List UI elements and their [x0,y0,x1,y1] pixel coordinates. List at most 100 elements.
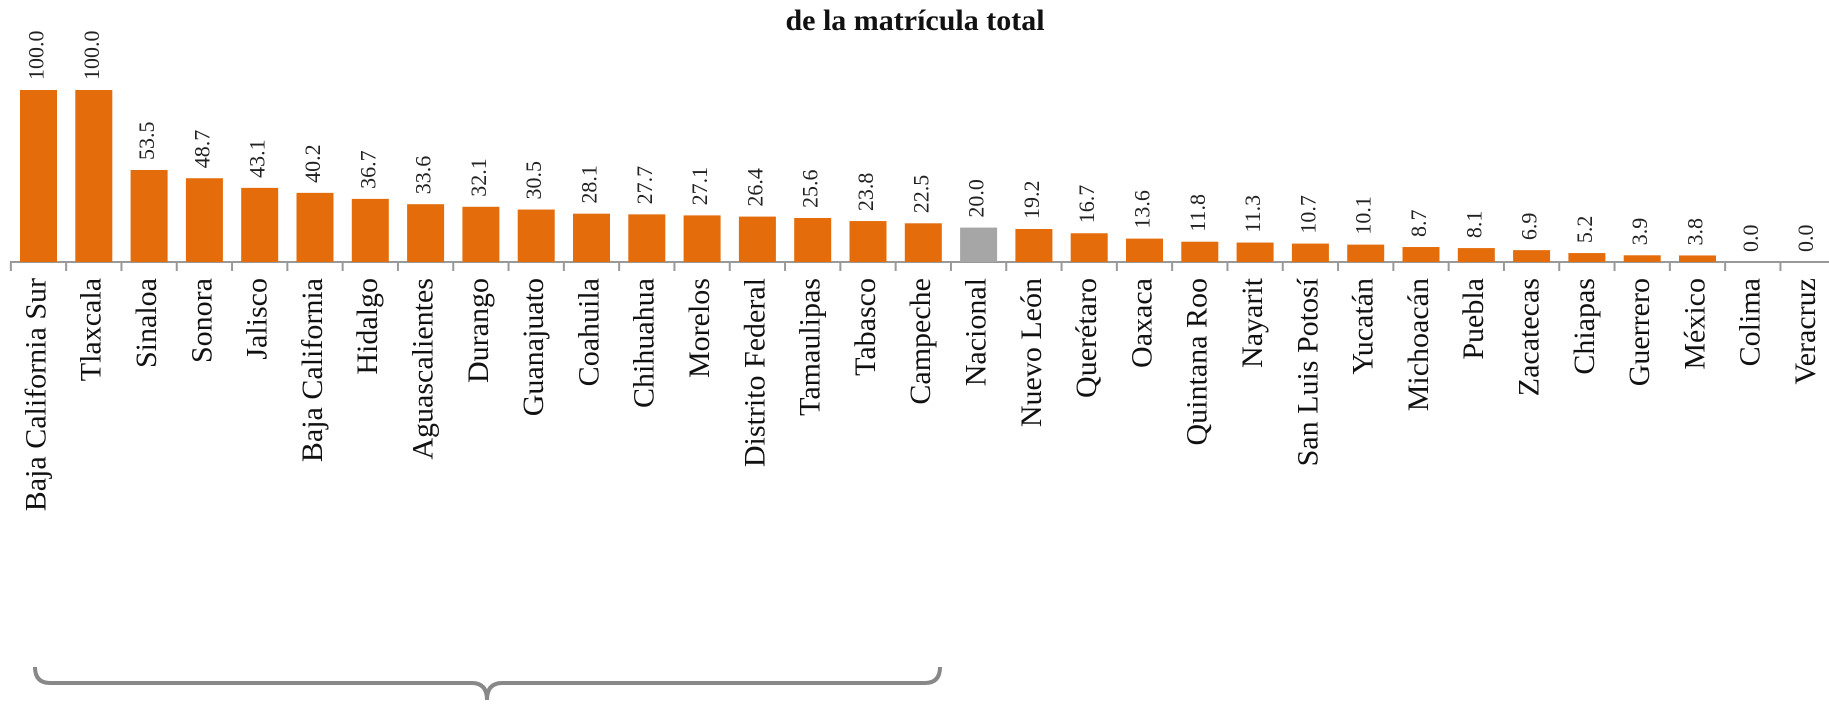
value-label: 40.2 [300,144,325,183]
bar [683,215,721,262]
bar [1015,228,1053,262]
value-label: 0.0 [1793,225,1818,253]
x-tick-label: Nayarit [1236,277,1269,368]
value-label: 48.7 [189,130,214,169]
value-label: 25.6 [798,169,823,208]
x-tick-label: Guanajuato [517,278,550,416]
x-tick-label: Tabasco [849,278,882,376]
bar [794,217,832,262]
x-tick-label: México [1678,278,1711,370]
bar [960,227,998,262]
x-tick-label: Baja California [296,278,329,462]
x-tick-label: Coahuila [572,278,605,386]
x-tick-label: Veracruz [1789,278,1822,385]
bar [1402,247,1440,262]
value-label: 10.7 [1295,195,1320,234]
bar [351,198,389,262]
value-label: 33.6 [411,156,436,195]
bar [849,221,887,262]
x-tick-label: Nuevo León [1015,278,1048,427]
x-tick-label: Distrito Federal [738,278,771,467]
value-label: 3.9 [1627,218,1652,246]
value-label: 43.1 [245,139,270,178]
value-label: 23.8 [853,173,878,212]
x-tick-label: Nacional [959,278,992,386]
value-label: 6.9 [1517,213,1542,241]
bar [1347,244,1385,262]
x-tick-label: Colima [1734,278,1767,366]
value-label: 19.2 [1019,180,1044,219]
x-tick-label: Jalisco [241,278,274,360]
value-label: 16.7 [1074,185,1099,224]
bar [130,169,168,262]
bar [1513,250,1551,262]
value-label: 27.1 [687,167,712,206]
x-tick-label: Oaxaca [1125,278,1158,368]
value-label: 13.6 [1130,190,1155,229]
x-tick-label: Morelos [683,278,716,378]
value-label: 22.5 [908,175,933,214]
value-label: 11.3 [1240,195,1265,233]
x-tick-label: Michoacán [1402,278,1435,411]
x-tick-label: Campeche [904,278,937,405]
value-label: 8.1 [1461,211,1486,239]
value-label: 32.1 [466,158,491,197]
bar [1457,248,1495,262]
x-tick-label: Guerrero [1623,278,1656,386]
value-label: 30.5 [521,161,546,200]
bar [296,192,334,262]
value-label: 10.1 [1351,196,1376,235]
x-tick-label: Chihuahua [628,278,661,408]
value-label: 0.0 [1738,225,1763,253]
value-label: 28.1 [577,165,602,204]
bar [1126,238,1163,262]
x-tick-label: Tamaulipas [794,278,827,416]
x-tick-label: Aguascalientes [406,278,439,460]
bar [738,216,776,262]
bar [407,204,445,262]
bar [1070,233,1108,262]
value-label: 11.8 [1185,194,1210,232]
value-label: 8.7 [1406,210,1431,238]
bar [185,178,223,262]
bar [517,209,555,262]
value-label: 3.8 [1683,218,1708,246]
x-tick-label: Sinaloa [130,278,163,368]
x-tick-label: Baja California Sur [19,278,52,511]
bar [573,213,610,262]
bar [1236,242,1274,262]
x-tick-label: San Luis Potosí [1291,277,1324,466]
value-label: 100.0 [79,31,104,81]
x-tick-label: Zacatecas [1512,278,1545,396]
value-label: 20.0 [964,179,989,218]
bar [75,90,113,262]
value-label: 36.7 [355,150,380,189]
value-label: 100.0 [24,31,49,81]
x-tick-label: Durango [462,278,495,383]
x-tick-label: Puebla [1457,278,1490,360]
bar [1623,255,1661,262]
value-label: 26.4 [742,168,767,207]
x-tick-label: Tlaxcala [75,278,108,381]
bar [904,223,942,262]
value-label: 27.7 [632,166,657,205]
bar [1291,243,1329,262]
value-label: 53.5 [134,121,159,160]
bar [20,90,57,262]
x-tick-label: Querétaro [1070,278,1103,398]
x-tick-label: Chiapas [1568,278,1601,375]
chart-title: de la matrícula total [785,4,1044,37]
bar [462,206,500,262]
bar [628,214,666,262]
bar [1181,241,1219,262]
x-tick-label: Yucatán [1347,278,1380,375]
bar [241,187,279,262]
value-label: 5.2 [1572,216,1597,244]
bar [1568,253,1606,262]
bar [1679,255,1716,262]
x-tick-label: Hidalgo [351,278,384,375]
x-tick-label: Sonora [185,278,218,363]
x-tick-label: Quintana Roo [1181,278,1214,445]
brace [33,666,942,701]
